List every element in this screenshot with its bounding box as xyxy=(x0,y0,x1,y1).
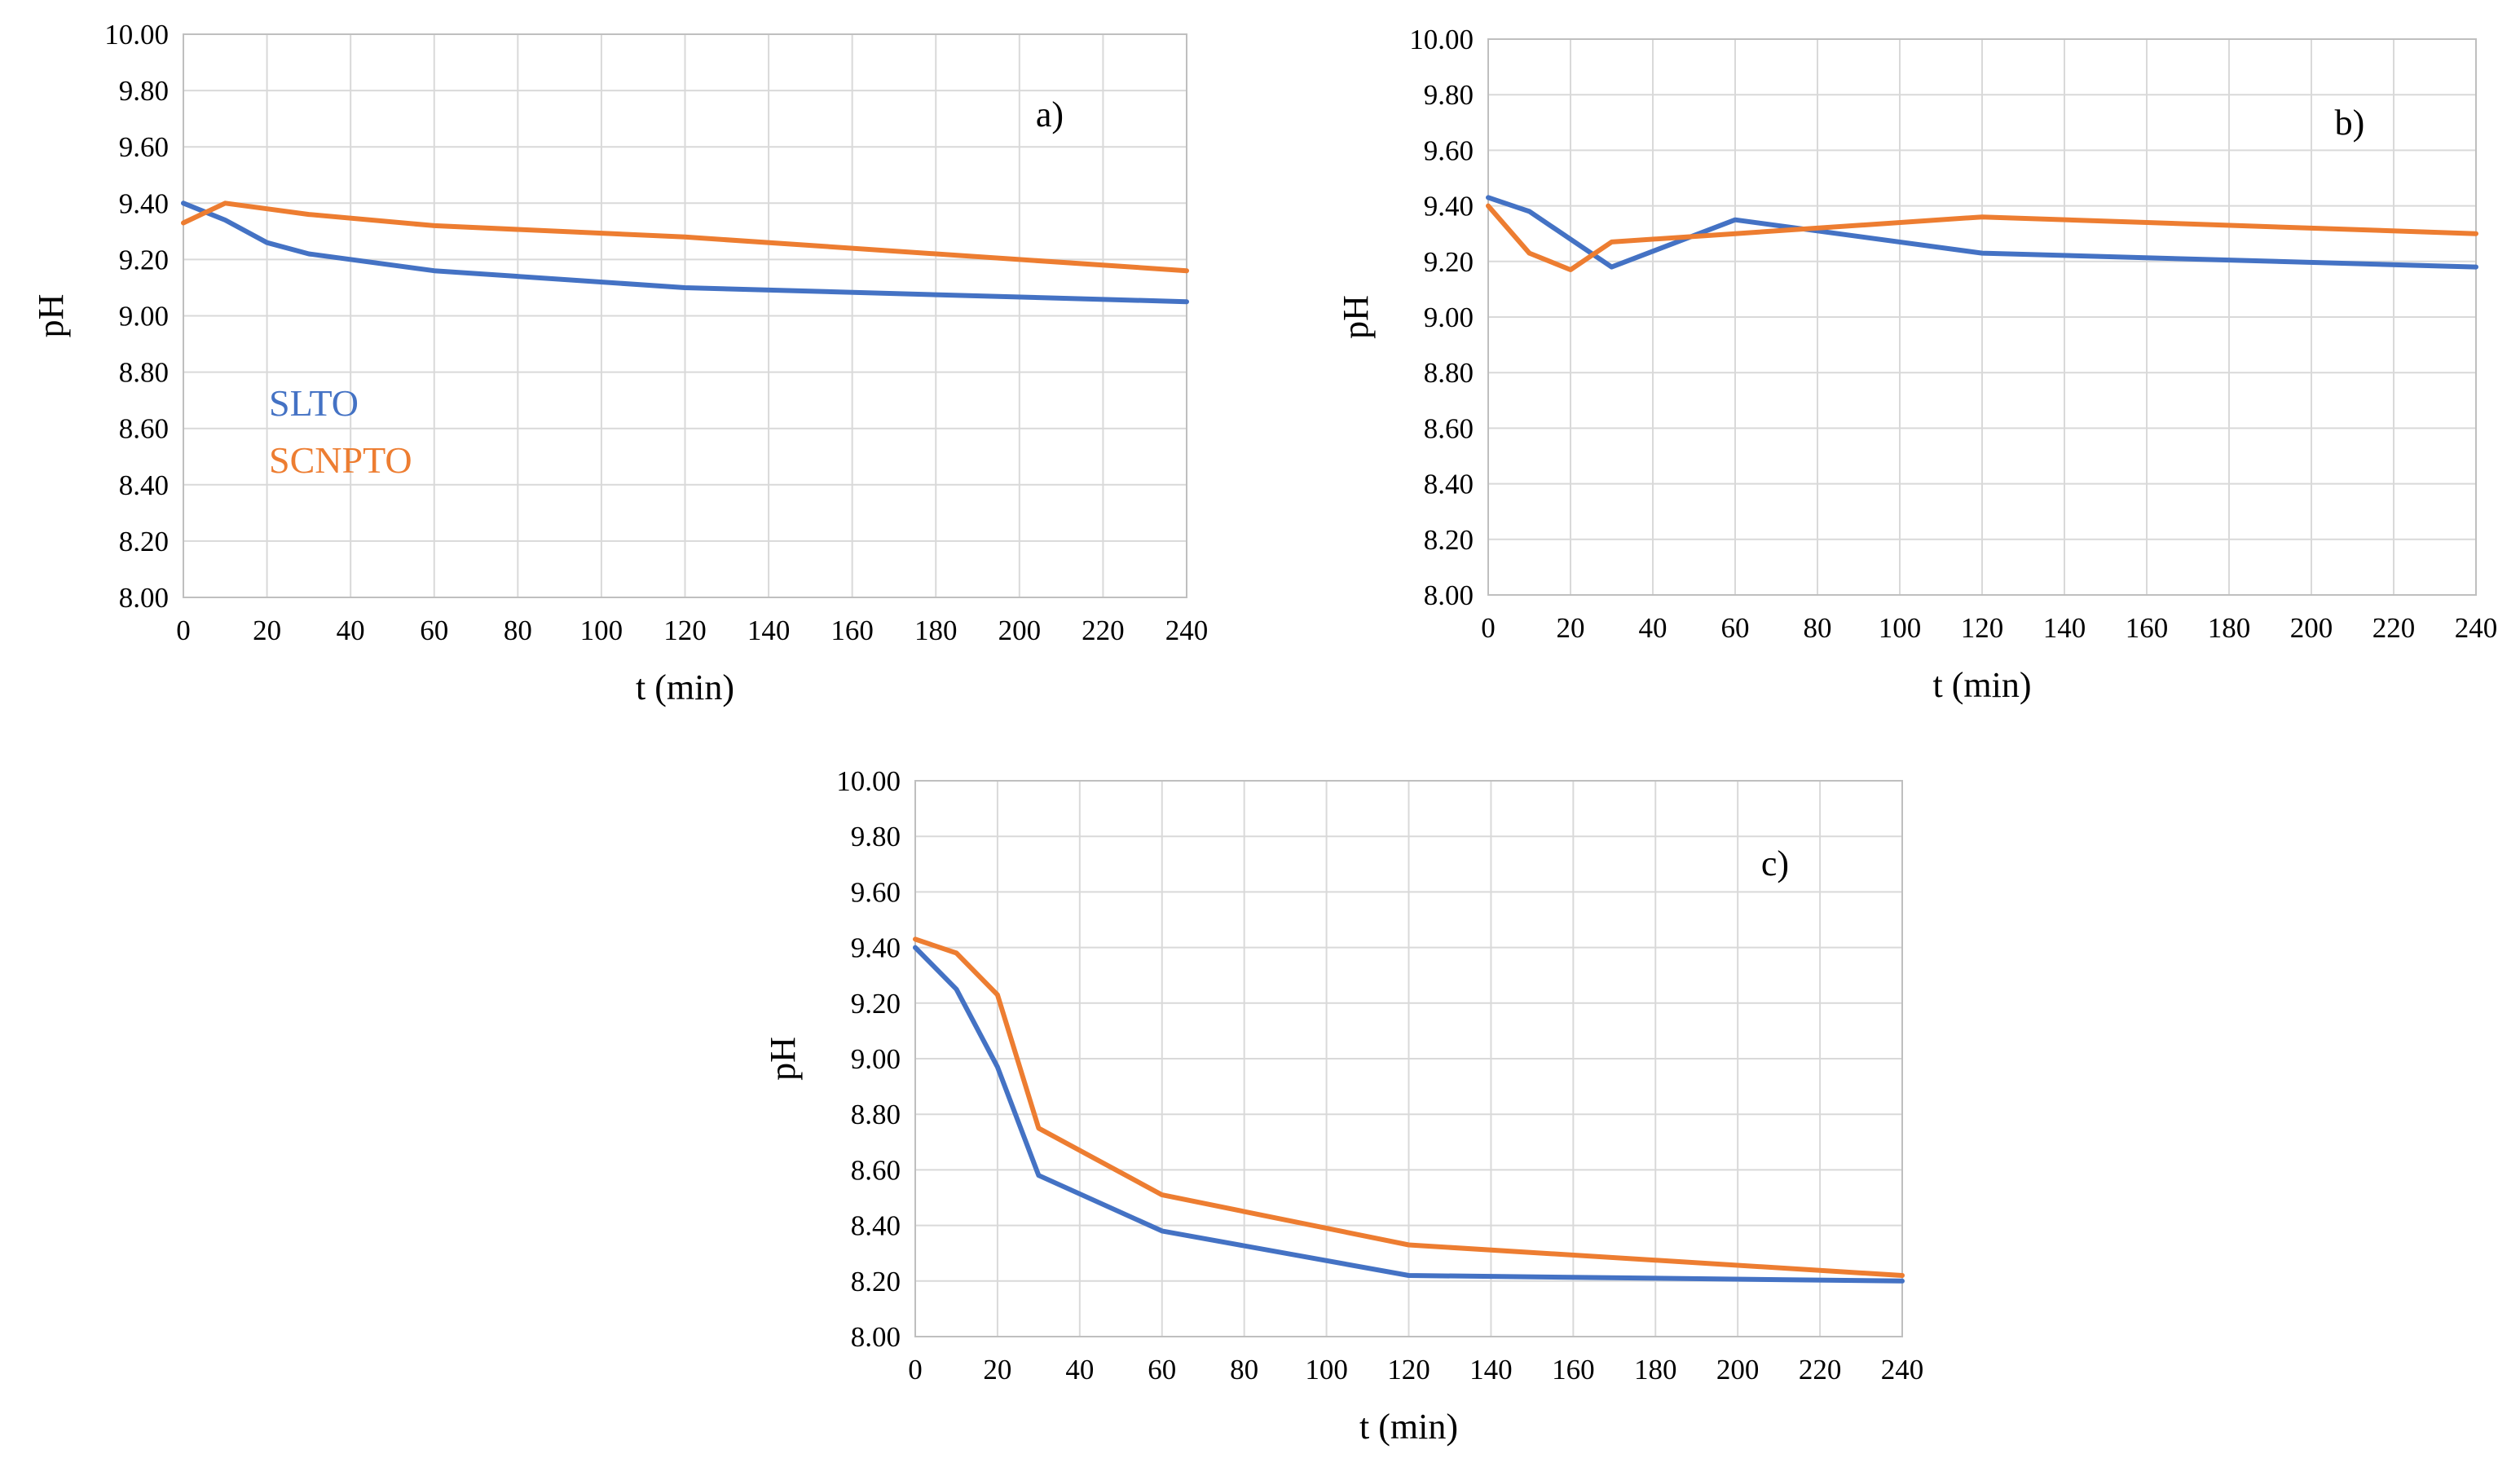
y-tick-label: 8.60 xyxy=(119,413,169,445)
x-tick-label: 20 xyxy=(253,615,281,646)
y-tick-label: 8.00 xyxy=(1424,579,1474,611)
x-tick-label: 80 xyxy=(1230,1354,1258,1386)
y-tick-label: 9.40 xyxy=(851,932,901,964)
x-tick-label: 180 xyxy=(914,615,958,646)
series-line-scnpto xyxy=(1486,203,2478,272)
y-tick-label: 9.20 xyxy=(851,988,901,1020)
x-tick-label: 180 xyxy=(2208,612,2251,644)
plot-area xyxy=(1487,38,2477,596)
x-tick-label: 40 xyxy=(1065,1354,1094,1386)
plot-area xyxy=(183,33,1187,598)
y-tick-label: 9.20 xyxy=(119,244,169,275)
panel-label: b) xyxy=(2335,103,2365,143)
x-tick-label: 120 xyxy=(1961,612,2004,644)
y-tick-label: 8.40 xyxy=(1424,469,1474,500)
series-line-scnpto xyxy=(181,200,1189,274)
y-tick-label: 8.20 xyxy=(119,526,169,557)
x-tick-label: 100 xyxy=(580,615,623,646)
y-tick-label: 10.00 xyxy=(104,19,169,51)
plot-area xyxy=(914,780,1903,1337)
x-tick-label: 220 xyxy=(2372,612,2416,644)
x-tick-label: 60 xyxy=(420,615,448,646)
x-tick-label: 80 xyxy=(1804,612,1832,644)
panel-label: a) xyxy=(1036,95,1064,134)
x-tick-label: 20 xyxy=(1557,612,1585,644)
y-tick-label: 9.60 xyxy=(119,131,169,163)
x-axis-label: t (min) xyxy=(636,667,734,707)
y-tick-label: 10.00 xyxy=(1409,24,1474,55)
chart-panel-b: 0 20 40 60 80 100 120 140 160 180 200 220 240 8.00 8.2… xyxy=(1336,24,2497,705)
chart-panel-c: 0 20 40 60 80 100 120 140 160 180 200 220 240 8.00 8.2… xyxy=(763,765,1923,1447)
y-tick-label: 8.20 xyxy=(851,1266,901,1297)
y-tick-label: 8.80 xyxy=(1424,357,1474,389)
panel-label: c) xyxy=(1761,844,1789,883)
x-tick-label: 100 xyxy=(1305,1354,1348,1386)
y-tick-label: 8.80 xyxy=(119,357,169,389)
y-axis-label: pH xyxy=(1336,295,1376,339)
x-tick-label: 60 xyxy=(1721,612,1750,644)
x-tick-label: 180 xyxy=(1634,1354,1677,1386)
x-tick-label: 240 xyxy=(2455,612,2498,644)
y-tick-label: 8.60 xyxy=(1424,412,1474,444)
x-tick-label: 220 xyxy=(1799,1354,1842,1386)
y-tick-label: 8.40 xyxy=(851,1210,901,1242)
x-tick-label: 40 xyxy=(1639,612,1668,644)
legend-entry-scnpto: SCNPTO xyxy=(269,439,412,481)
y-axis-label: pH xyxy=(31,294,71,338)
series-line-slto xyxy=(913,945,1905,1284)
y-tick-label: 9.60 xyxy=(1424,134,1474,166)
y-tick-label: 8.80 xyxy=(851,1099,901,1130)
x-tick-label: 240 xyxy=(1881,1354,1924,1386)
y-axis-label: pH xyxy=(763,1037,803,1081)
x-tick-label: 240 xyxy=(1165,615,1209,646)
y-tick-label: 9.20 xyxy=(1424,246,1474,278)
x-tick-label: 60 xyxy=(1148,1354,1176,1386)
y-tick-label: 9.40 xyxy=(1424,191,1474,222)
y-tick-label: 9.00 xyxy=(1424,302,1474,333)
y-tick-label: 9.40 xyxy=(119,187,169,219)
x-tick-label: 0 xyxy=(176,615,191,646)
y-tick-label: 9.80 xyxy=(851,821,901,852)
x-tick-label: 200 xyxy=(1716,1354,1760,1386)
series-line-scnpto xyxy=(913,936,1905,1278)
x-axis-label: t (min) xyxy=(1933,665,2032,705)
y-tick-label: 8.00 xyxy=(851,1321,901,1353)
x-axis-label: t (min) xyxy=(1359,1407,1458,1447)
x-tick-label: 160 xyxy=(2126,612,2169,644)
y-tick-label: 8.00 xyxy=(119,582,169,614)
y-tick-label: 10.00 xyxy=(836,765,901,797)
x-tick-label: 0 xyxy=(1481,612,1496,644)
x-tick-label: 160 xyxy=(830,615,874,646)
x-tick-label: 200 xyxy=(998,615,1042,646)
x-tick-label: 140 xyxy=(747,615,791,646)
x-tick-label: 160 xyxy=(1552,1354,1595,1386)
y-tick-label: 8.60 xyxy=(851,1154,901,1186)
chart-panel-a: 0 20 40 60 80 100 120 140 160 180 200 220 240 8.00 8.2… xyxy=(31,19,1208,707)
legend-entry-slto: SLTO xyxy=(269,382,359,424)
series-line-slto xyxy=(1486,195,2478,270)
series-line-slto xyxy=(181,200,1189,305)
x-tick-label: 120 xyxy=(663,615,707,646)
x-tick-label: 80 xyxy=(504,615,532,646)
y-tick-label: 9.80 xyxy=(1424,79,1474,111)
x-tick-label: 220 xyxy=(1082,615,1125,646)
x-tick-label: 20 xyxy=(983,1354,1011,1386)
y-tick-label: 9.80 xyxy=(119,75,169,107)
y-tick-label: 9.00 xyxy=(119,301,169,333)
y-tick-label: 8.40 xyxy=(119,469,169,501)
x-tick-label: 200 xyxy=(2290,612,2333,644)
y-tick-label: 8.20 xyxy=(1424,524,1474,556)
y-tick-label: 9.60 xyxy=(851,876,901,908)
x-tick-label: 140 xyxy=(2043,612,2086,644)
x-tick-label: 120 xyxy=(1387,1354,1430,1386)
x-tick-label: 100 xyxy=(1879,612,1922,644)
x-tick-label: 40 xyxy=(337,615,365,646)
x-tick-label: 0 xyxy=(908,1354,923,1386)
x-tick-label: 140 xyxy=(1469,1354,1513,1386)
y-tick-label: 9.00 xyxy=(851,1043,901,1075)
